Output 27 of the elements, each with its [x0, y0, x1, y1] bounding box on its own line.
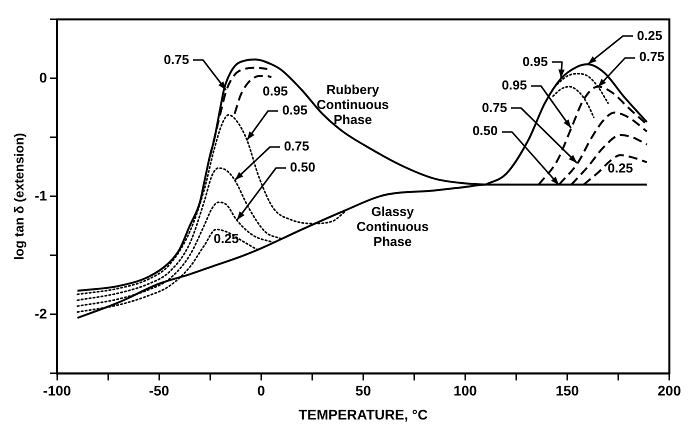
y-tick-label: -1: [34, 187, 48, 204]
x-tick-label: 50: [355, 382, 372, 399]
x-tick-label: -50: [148, 382, 170, 399]
annotation: Rubbery Continuous Phase: [316, 82, 389, 128]
x-tick-label: 0: [257, 382, 266, 399]
annotation: 0.50: [472, 123, 498, 138]
y-tick-label: -2: [34, 305, 48, 322]
x-tick-label: -100: [43, 382, 72, 399]
annotation: 0.75: [482, 100, 508, 115]
x-tick-label: 150: [556, 382, 580, 399]
annotation: 0.75: [639, 49, 665, 64]
annotation: 0.25: [608, 160, 633, 176]
annotation: 0.95: [502, 78, 528, 93]
annotation: 0.75: [164, 52, 190, 67]
annotation: Glassy Continuous Phase: [356, 204, 429, 249]
y-axis-title: log tan δ (extension): [11, 132, 26, 260]
y-tick-label: 0: [39, 69, 48, 86]
annotation: 0.25: [214, 231, 239, 246]
annotation: 0.95: [262, 84, 288, 99]
x-axis-title: TEMPERATURE, °C: [298, 406, 428, 422]
annotation: 0.50: [290, 160, 316, 175]
annotation: 0.95: [522, 54, 548, 69]
x-tick-label: 200: [658, 382, 682, 399]
x-tick-label: 100: [454, 382, 478, 399]
annotation: 0.25: [637, 28, 662, 43]
annotation: 0.75: [284, 138, 310, 154]
annotation: 0.95: [282, 102, 308, 118]
